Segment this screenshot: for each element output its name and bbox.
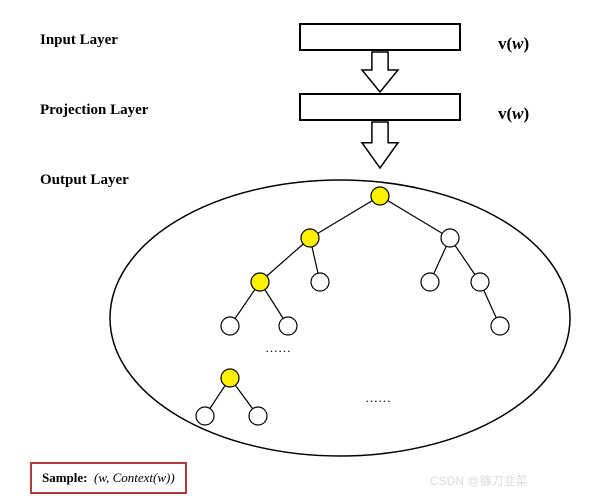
tree-node-filled: [251, 273, 269, 291]
diagram-svg: [0, 0, 590, 504]
tree-node-filled: [301, 229, 319, 247]
arrow-icon: [362, 52, 398, 92]
tree-node-empty: [196, 407, 214, 425]
layer-rect: [300, 24, 460, 50]
tree-node-empty: [279, 317, 297, 335]
tree-node-empty: [471, 273, 489, 291]
tree-node-empty: [491, 317, 509, 335]
arrow-icon: [362, 122, 398, 168]
tree-node-empty: [249, 407, 267, 425]
tree-edge: [260, 238, 310, 282]
tree-node-empty: [221, 317, 239, 335]
layer-rect: [300, 94, 460, 120]
tree-node-filled: [221, 369, 239, 387]
tree-node-empty: [311, 273, 329, 291]
tree-node-filled: [371, 187, 389, 205]
tree-node-empty: [441, 229, 459, 247]
tree-edge: [380, 196, 450, 238]
tree-edge: [310, 196, 380, 238]
tree-node-empty: [421, 273, 439, 291]
